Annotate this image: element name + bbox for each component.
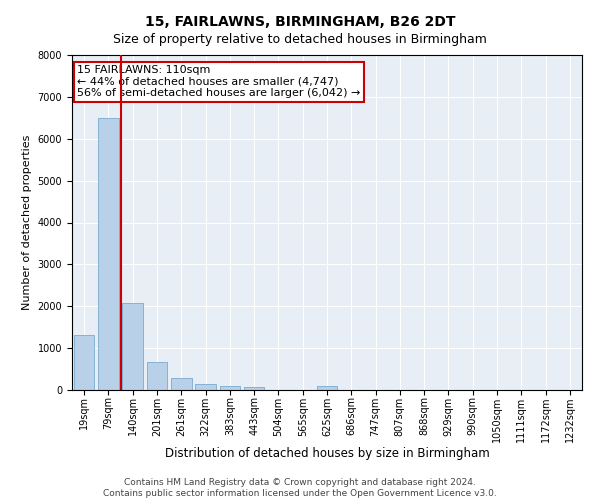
Y-axis label: Number of detached properties: Number of detached properties xyxy=(22,135,32,310)
Text: Size of property relative to detached houses in Birmingham: Size of property relative to detached ho… xyxy=(113,32,487,46)
Bar xyxy=(244,387,265,390)
Bar xyxy=(98,118,119,390)
Text: 15 FAIRLAWNS: 110sqm
← 44% of detached houses are smaller (4,747)
56% of semi-de: 15 FAIRLAWNS: 110sqm ← 44% of detached h… xyxy=(77,65,361,98)
Bar xyxy=(317,386,337,390)
Bar xyxy=(74,335,94,390)
X-axis label: Distribution of detached houses by size in Birmingham: Distribution of detached houses by size … xyxy=(164,448,490,460)
Bar xyxy=(220,386,240,390)
Bar xyxy=(195,384,216,390)
Bar xyxy=(171,378,191,390)
Bar xyxy=(146,362,167,390)
Text: 15, FAIRLAWNS, BIRMINGHAM, B26 2DT: 15, FAIRLAWNS, BIRMINGHAM, B26 2DT xyxy=(145,15,455,29)
Bar xyxy=(122,304,143,390)
Text: Contains HM Land Registry data © Crown copyright and database right 2024.
Contai: Contains HM Land Registry data © Crown c… xyxy=(103,478,497,498)
